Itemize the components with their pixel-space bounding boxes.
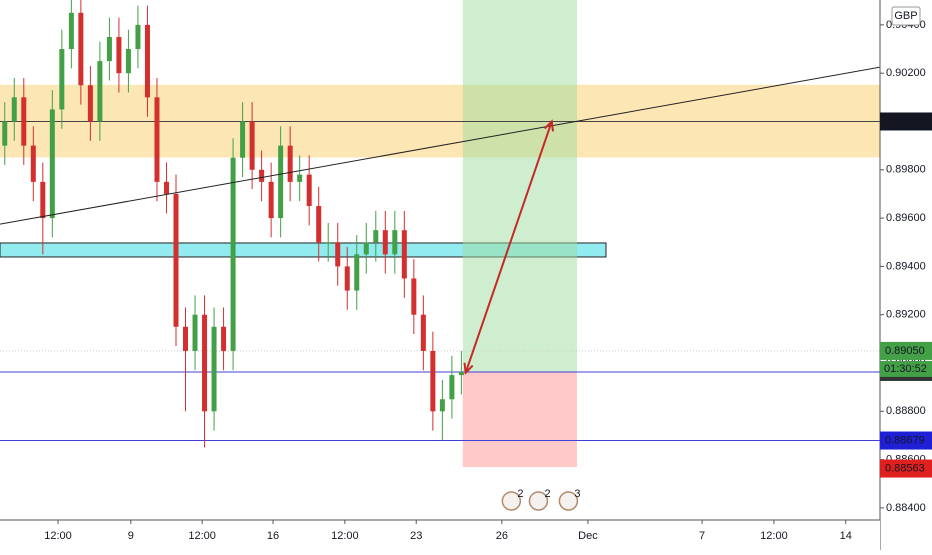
candle-body <box>87 85 93 122</box>
candle-body <box>363 242 369 255</box>
y-tick-label: 0.88400 <box>886 502 926 514</box>
event-icon <box>528 491 549 511</box>
price-label-box <box>880 112 932 131</box>
event-count: 3 <box>574 488 580 500</box>
candle-body <box>306 174 312 207</box>
currency-box <box>891 6 921 26</box>
price-label: 0.90000 <box>885 115 925 127</box>
event-icon <box>501 491 522 511</box>
candle-body <box>154 97 160 182</box>
candle-body <box>373 230 379 243</box>
arrow-head <box>544 119 554 132</box>
x-tick-label: 7 <box>699 530 705 542</box>
candle-body <box>78 12 84 86</box>
candle-body <box>202 314 208 412</box>
candle-body <box>335 242 341 267</box>
arrow <box>464 121 553 373</box>
x-tick-label: 16 <box>267 530 279 542</box>
zone <box>0 242 607 258</box>
candle-body <box>106 36 112 62</box>
candle-body <box>420 314 426 351</box>
candle-body <box>68 12 74 50</box>
x-tick-label: 26 <box>496 530 508 542</box>
currency: GBP <box>894 10 917 22</box>
candle-body <box>287 145 293 182</box>
price-label-box <box>880 341 932 360</box>
x-tick-label: 12:00 <box>44 530 72 542</box>
candle-body <box>430 350 436 412</box>
candle-body <box>40 181 46 219</box>
event-icon <box>558 491 579 511</box>
arrow-head <box>463 362 474 375</box>
candle-body <box>249 121 255 170</box>
candle-body <box>144 24 150 98</box>
x-tick-label: 12:00 <box>188 530 216 542</box>
x-tick-label: Dec <box>578 530 598 542</box>
candle-body <box>11 97 17 122</box>
y-tick-label: 0.89600 <box>886 212 926 224</box>
candle-body <box>21 97 27 146</box>
candle-body <box>183 326 189 351</box>
countdown-box <box>880 360 932 377</box>
candle-body <box>449 375 455 400</box>
candle-body <box>354 254 360 291</box>
candle-body <box>173 193 179 327</box>
x-tick-label: 12:00 <box>760 530 788 542</box>
candle-body <box>116 36 122 74</box>
target-zone <box>462 0 577 372</box>
price-label: 0.88679 <box>885 434 925 446</box>
price-label-box <box>880 459 932 478</box>
time-axis <box>0 520 880 550</box>
candle-body <box>97 61 103 122</box>
price-label: 0.88563 <box>885 462 925 474</box>
candle-body <box>163 181 169 194</box>
y-tick-label: 0.89800 <box>886 164 926 176</box>
candle-body <box>135 24 141 50</box>
candle-body <box>344 266 350 291</box>
x-tick-label: 23 <box>410 530 422 542</box>
trendline <box>0 57 932 225</box>
candle-body <box>411 278 417 315</box>
candle-body <box>2 121 8 146</box>
candle-body <box>221 326 227 351</box>
candle-body <box>325 242 331 244</box>
candle-body <box>211 326 217 412</box>
candle-body <box>49 109 55 219</box>
y-tick-label: 0.89400 <box>886 260 926 272</box>
candle-body <box>230 157 236 351</box>
y-tick-label: 0.90200 <box>886 67 926 79</box>
y-tick-label: 0.89200 <box>886 309 926 321</box>
event-count: 2 <box>517 488 523 500</box>
x-tick-label: 14 <box>840 530 852 542</box>
event-count: 2 <box>544 488 550 500</box>
candle-body <box>59 49 65 110</box>
price-label: 0.89050 <box>885 345 925 357</box>
candle-body <box>240 121 246 158</box>
candle-body <box>259 169 265 182</box>
candle-body <box>297 174 303 182</box>
stop-zone <box>462 371 577 468</box>
candle-body <box>268 181 274 219</box>
candle-body <box>439 399 445 412</box>
candle-body <box>30 145 36 182</box>
x-tick-label: 12:00 <box>331 530 359 542</box>
candle-body <box>401 230 407 279</box>
y-tick-label: 0.88800 <box>886 405 926 417</box>
candle-body <box>392 230 398 255</box>
price-axis <box>880 0 932 550</box>
x-tick-label: 9 <box>128 530 134 542</box>
candle-body <box>278 145 284 219</box>
countdown: 01:30:52 <box>884 363 927 375</box>
candle-body <box>192 314 198 351</box>
candle-body <box>316 206 322 243</box>
candle-body <box>382 230 388 255</box>
candle-body <box>458 371 464 376</box>
price-label-box <box>880 431 932 450</box>
candle-body <box>125 49 131 74</box>
